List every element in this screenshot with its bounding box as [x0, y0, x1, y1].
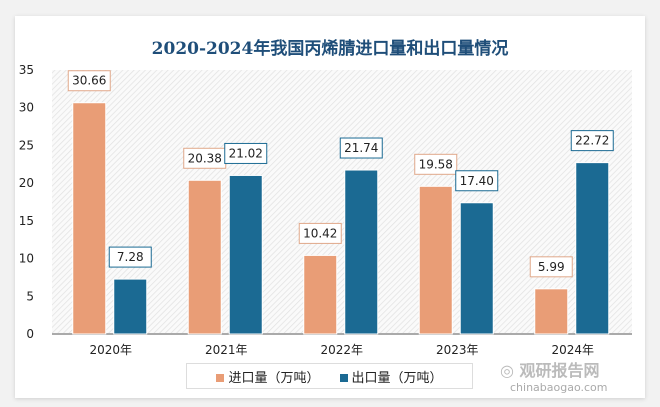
data-label-box	[224, 142, 268, 164]
data-label: 21.02	[229, 146, 263, 160]
legend-swatch	[216, 373, 225, 382]
legend-item-import: 进口量（万吨）	[216, 367, 320, 386]
data-label-box	[298, 222, 342, 244]
y-tick-label: 30	[19, 101, 34, 115]
data-label: 5.99	[538, 260, 565, 274]
data-label: 10.42	[303, 226, 337, 240]
y-tick-label: 15	[19, 214, 34, 228]
import-bar	[303, 254, 338, 335]
legend-label: 进口量（万吨）	[228, 370, 320, 386]
x-tick-label: 2020年	[89, 343, 132, 357]
data-label: 7.28	[117, 250, 144, 264]
y-tick-label: 25	[19, 138, 34, 152]
x-tick-label: 2023年	[436, 343, 479, 357]
data-label-box	[67, 70, 111, 92]
legend: 进口量（万吨） 出口量（万吨）	[186, 363, 473, 389]
export-bar	[344, 169, 379, 335]
data-label: 17.40	[460, 174, 494, 188]
legend-swatch	[339, 373, 348, 382]
import-bar	[187, 179, 222, 335]
data-label: 21.74	[344, 141, 378, 155]
export-bar	[113, 278, 148, 335]
watermark-logo: ◎ 观研报告网	[500, 361, 600, 380]
data-label-box	[414, 153, 458, 175]
import-bar	[418, 185, 453, 335]
export-bar	[575, 162, 610, 335]
data-label-box	[529, 256, 573, 278]
data-label: 22.72	[575, 134, 609, 148]
watermark-url: chinabaogao.com	[510, 381, 608, 394]
data-label: 30.66	[72, 74, 106, 88]
data-label-box	[108, 246, 152, 268]
data-label: 20.38	[188, 151, 222, 165]
legend-item-export: 出口量（万吨）	[339, 367, 443, 386]
y-tick-label: 35	[19, 63, 34, 77]
y-tick-label: 10	[19, 252, 34, 266]
x-tick-label: 2024年	[551, 343, 594, 357]
import-bar	[72, 102, 107, 335]
y-tick-label: 0	[26, 327, 34, 341]
export-bar	[459, 202, 494, 335]
chart-title: 2020-2024年我国丙烯腈进口量和出口量情况	[151, 39, 509, 59]
data-label-box	[339, 137, 383, 159]
y-tick-label: 20	[19, 176, 34, 190]
y-tick-label: 5	[26, 289, 34, 303]
data-label: 19.58	[419, 157, 453, 171]
x-tick-label: 2022年	[320, 343, 363, 357]
import-bar	[534, 288, 569, 335]
watermark-name: 观研报告网	[519, 361, 600, 380]
export-bar	[228, 174, 263, 335]
data-label-box	[455, 170, 499, 192]
data-label-box	[570, 130, 614, 152]
x-tick-label: 2021年	[205, 343, 248, 357]
legend-label: 出口量（万吨）	[351, 370, 443, 386]
